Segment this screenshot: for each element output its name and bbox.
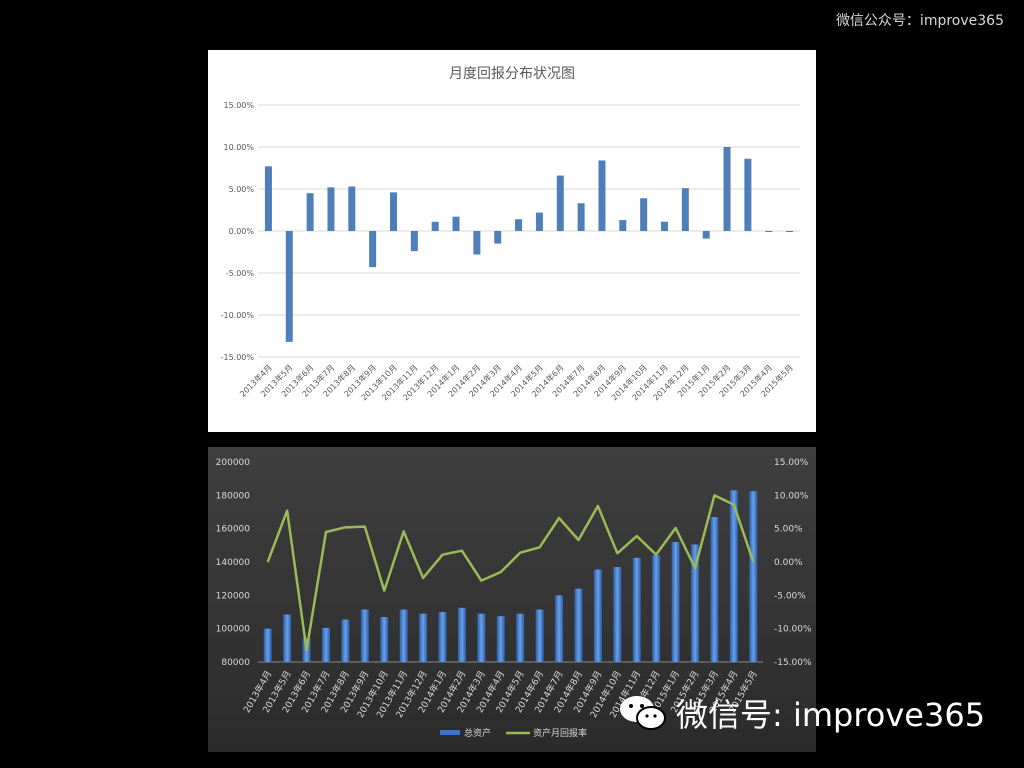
asset-bar <box>438 612 447 662</box>
bar <box>640 198 648 231</box>
bar <box>681 188 689 231</box>
bar <box>348 186 356 231</box>
bar <box>702 231 710 239</box>
bar <box>473 231 481 255</box>
bar <box>723 147 731 231</box>
legend-swatch-assets <box>440 730 460 735</box>
asset-bar <box>360 609 369 662</box>
monthly-return-chart-svg: 月度回报分布状况图 15.00% 10.00% 5.00% 0.00% -5.00% -10… <box>221 66 800 402</box>
bar <box>515 219 523 231</box>
y-tick-label: 10.00% <box>223 143 254 152</box>
asset-bar <box>691 544 700 662</box>
bar <box>744 158 752 231</box>
y-tick-label: 0.00% <box>229 227 255 236</box>
asset-bar <box>593 569 602 662</box>
bar <box>577 203 585 231</box>
y-left-tick-label: 100000 <box>216 625 251 635</box>
asset-bar <box>477 613 486 662</box>
watermark-top-text: 微信公众号：improve365 <box>835 13 1004 29</box>
bar <box>285 231 293 342</box>
bar <box>264 166 272 231</box>
asset-bar <box>496 616 505 662</box>
bar <box>369 231 377 268</box>
bar <box>765 231 773 232</box>
wechat-logo-icon <box>620 696 666 730</box>
y-left-tick-label: 140000 <box>216 558 251 568</box>
asset-combo-chart-svg: 200000 180000 160000 140000 120000 100000 8000… <box>208 447 816 752</box>
bar <box>410 231 418 252</box>
asset-bar <box>671 542 680 662</box>
wechat-watermark: 微信号: improve365 <box>618 690 985 736</box>
bar <box>556 175 564 231</box>
y-tick-label: -5.00% <box>226 269 255 278</box>
asset-bar <box>729 490 738 662</box>
asset-bar <box>652 555 661 662</box>
asset-bar <box>535 609 544 662</box>
y-left-tick-label: 180000 <box>216 491 251 501</box>
asset-bar <box>341 619 350 662</box>
bar <box>327 187 335 231</box>
watermark-bottom-text: 微信号: improve365 <box>676 696 986 734</box>
monthly-return-bar-chart: 月度回报分布状况图 15.00% 10.00% 5.00% 0.00% -5.00% -10… <box>208 50 816 432</box>
y-tick-label: -10.00% <box>221 311 255 320</box>
bar <box>306 193 314 231</box>
bar <box>452 216 460 231</box>
y-right-tick-label: 15.00% <box>774 458 809 468</box>
asset-bar <box>419 613 428 662</box>
bar <box>598 160 606 231</box>
asset-bar <box>263 628 272 662</box>
y-right-tick-label: 10.00% <box>774 491 809 501</box>
asset-bar <box>574 588 583 662</box>
y-left-tick-label: 160000 <box>216 525 251 535</box>
y-right-tick-label: -10.00% <box>774 625 812 635</box>
y-left-tick-label: 80000 <box>221 658 250 668</box>
asset-bar <box>632 557 641 662</box>
y-left-tick-label: 120000 <box>216 591 251 601</box>
y-right-tick-label: -15.00% <box>774 658 812 668</box>
bar <box>431 221 439 231</box>
y-tick-label: 15.00% <box>223 101 254 110</box>
asset-bar <box>457 607 466 662</box>
y-tick-label: -15.00% <box>221 353 255 362</box>
bar <box>494 231 502 244</box>
legend-label-assets: 总资产 <box>464 727 491 739</box>
asset-bar <box>710 517 719 662</box>
y-right-tick-label: 0.00% <box>774 558 803 568</box>
bar <box>619 220 627 231</box>
bar <box>390 192 397 231</box>
asset-bar <box>749 491 758 662</box>
asset-combo-chart: 200000 180000 160000 140000 120000 100000 8000… <box>208 447 816 752</box>
asset-bar <box>321 627 330 662</box>
asset-bar <box>555 595 564 662</box>
asset-bar <box>399 609 408 662</box>
return-line <box>266 494 755 652</box>
y-right-tick-label: -5.00% <box>774 591 806 601</box>
asset-bar <box>283 614 292 662</box>
bar <box>786 231 794 232</box>
bar <box>661 221 668 231</box>
y-right-tick-label: 5.00% <box>774 525 803 535</box>
asset-bar <box>380 617 389 662</box>
chart-title: 月度回报分布状况图 <box>449 66 575 82</box>
legend-label-return: 资产月回报率 <box>533 727 587 739</box>
y-left-tick-label: 200000 <box>216 458 251 468</box>
asset-bar <box>613 567 622 662</box>
y-tick-label: 5.00% <box>229 185 255 194</box>
bar <box>535 212 543 231</box>
asset-bar <box>516 613 525 662</box>
